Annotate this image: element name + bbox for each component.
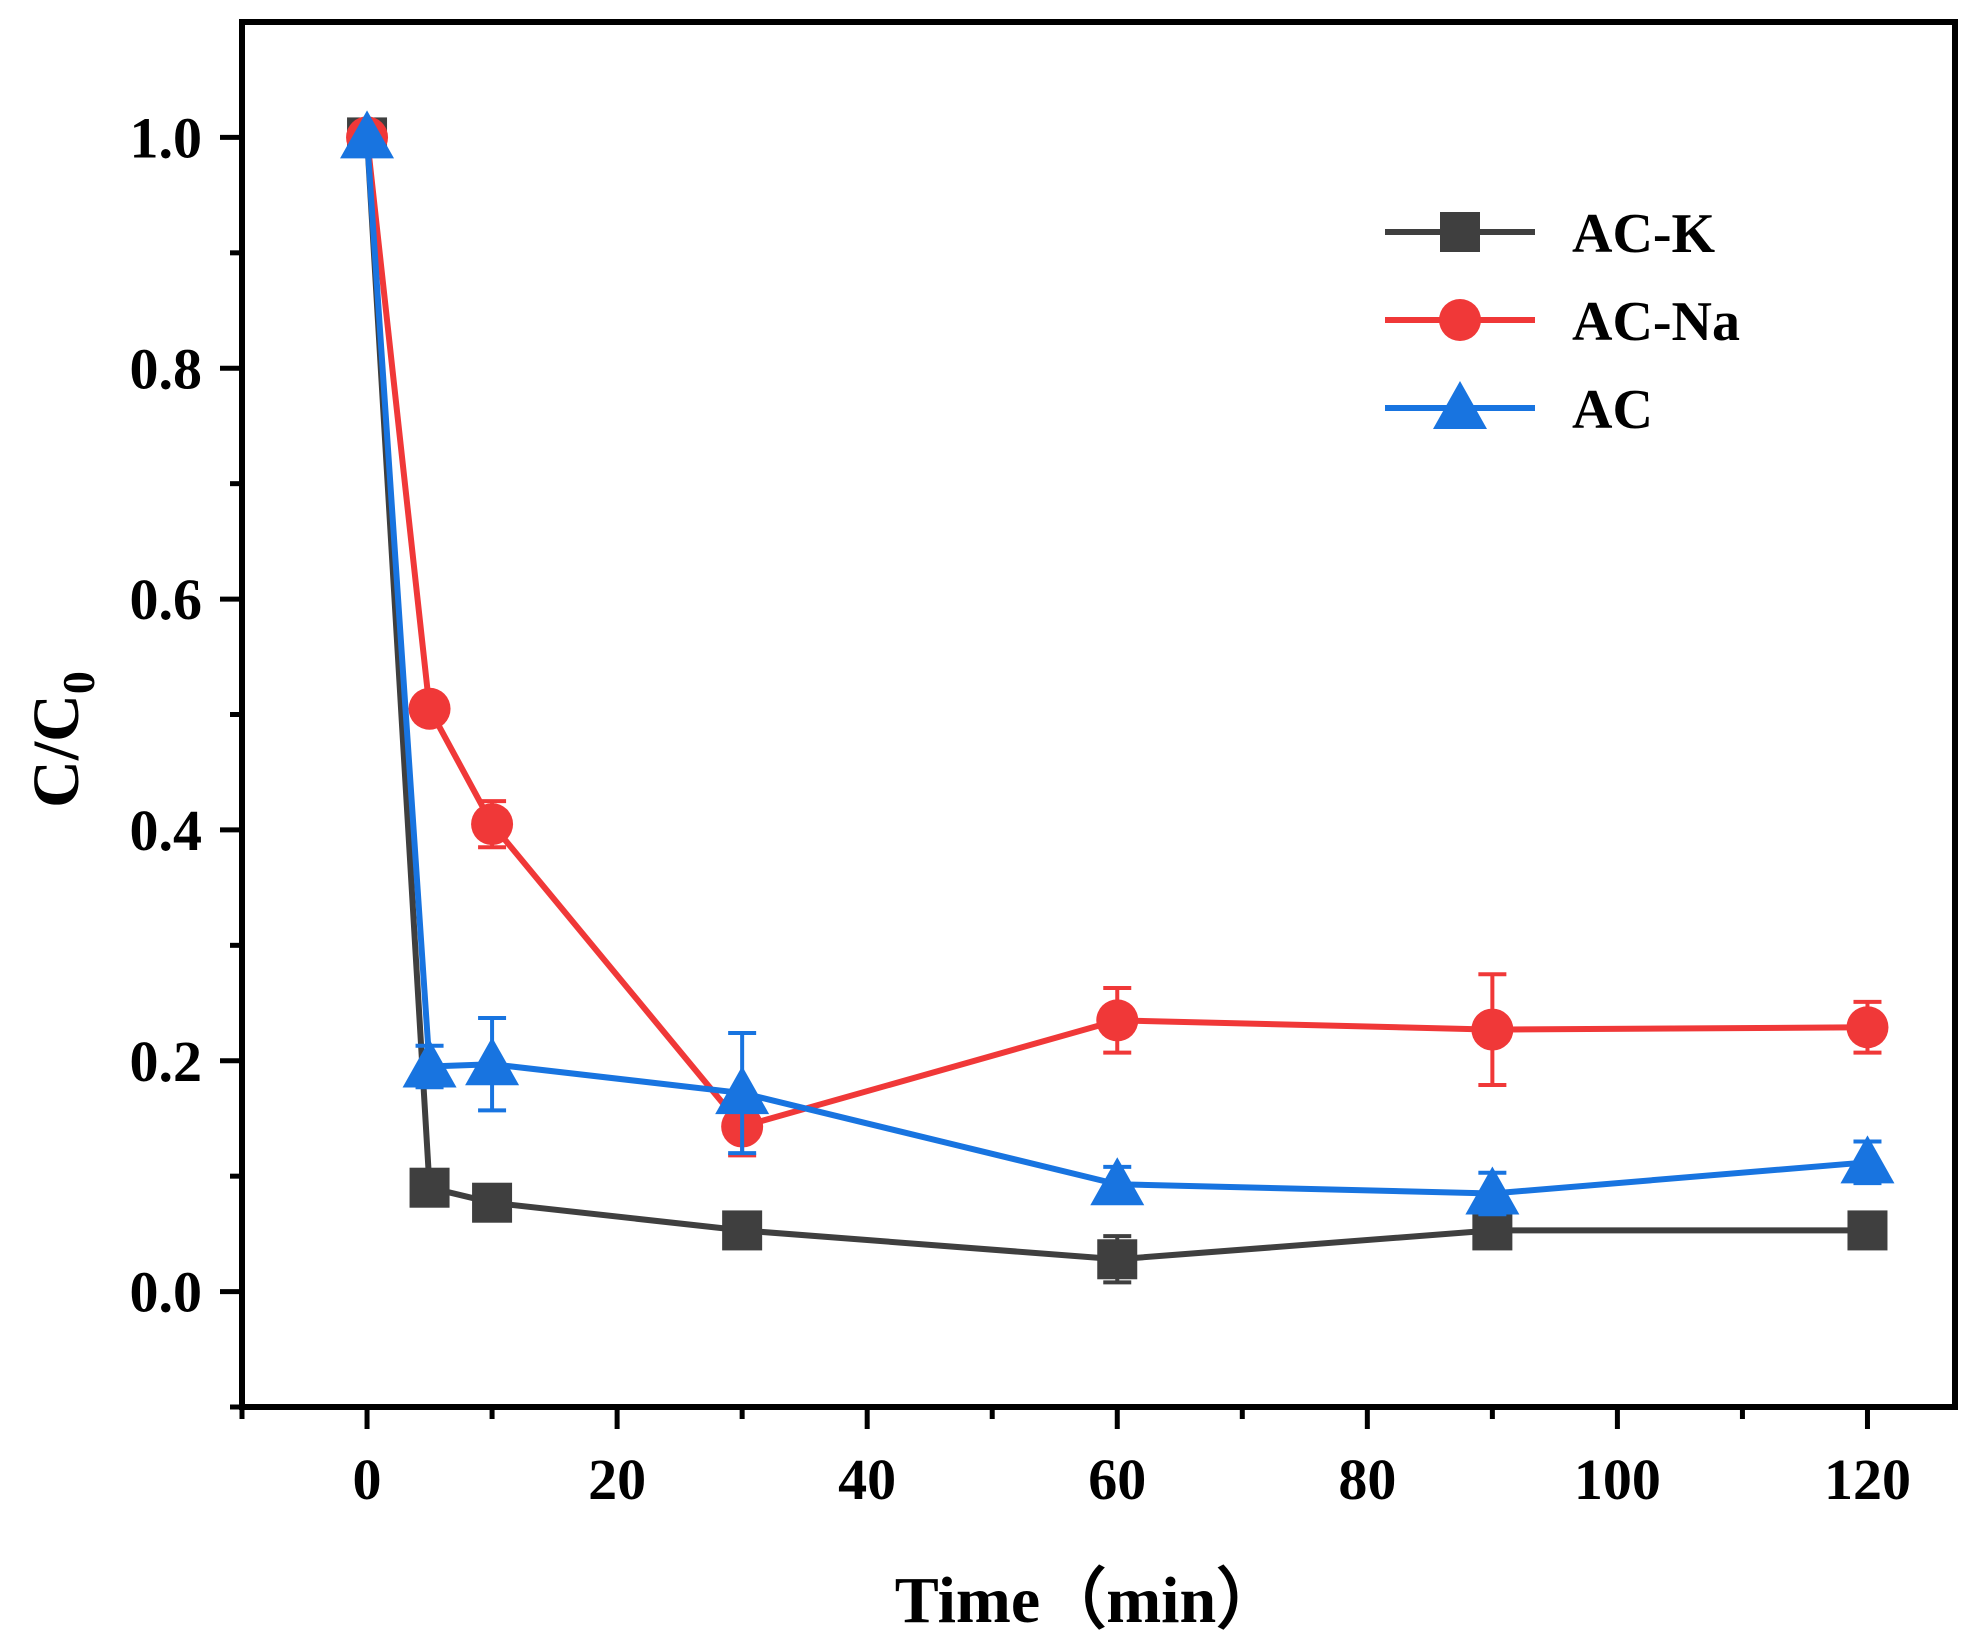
- legend: AC-K AC-Na AC: [1385, 203, 1740, 441]
- y-tick-label: 0.2: [130, 1029, 203, 1094]
- legend-item-ac-na: AC-Na: [1385, 291, 1740, 353]
- axis-titles: Time（min） C/C0: [20, 671, 1282, 1637]
- x-tick-label: 120: [1824, 1447, 1911, 1512]
- plot-frame: [239, 19, 1958, 1410]
- x-tick-label: 100: [1574, 1447, 1661, 1512]
- data-point-ac-k: [1847, 1210, 1888, 1251]
- data-point-ac-na: [408, 687, 451, 730]
- axes: 0 20 40 60 80 100 120 0.0 0.2 0.4 0.6 0.8 1.0: [130, 105, 1911, 1512]
- x-tick-label: 80: [1338, 1447, 1396, 1512]
- data-point-ac: [402, 1039, 457, 1088]
- y-axis-title-subscript: 0: [53, 671, 104, 694]
- plot-frame-layer: [239, 19, 1958, 1410]
- y-axis-title: C/C0: [20, 671, 104, 808]
- y-tick-label: 1.0: [130, 105, 203, 170]
- data-point-ac: [1090, 1157, 1145, 1206]
- x-tick-label: 20: [588, 1447, 646, 1512]
- data-point-ac-k: [472, 1182, 513, 1223]
- y-tick-label: 0.6: [130, 567, 203, 632]
- legend-marker-ac-k: [1440, 212, 1480, 252]
- data-point-ac: [715, 1066, 770, 1115]
- y-tick-label: 0.4: [130, 798, 203, 863]
- y-tick-label: 0.0: [130, 1260, 203, 1325]
- data-point-ac-na: [471, 803, 514, 846]
- y-axis-title-main: C/C: [20, 694, 93, 808]
- data-point-ac: [1465, 1166, 1520, 1215]
- data-point-ac: [465, 1037, 520, 1086]
- data-point-ac: [1840, 1135, 1895, 1184]
- data-point-ac-k: [1472, 1210, 1513, 1251]
- plot-series: [340, 110, 1895, 1285]
- series-ac: [340, 110, 1895, 1217]
- legend-marker-ac: [1433, 381, 1487, 429]
- y-tick-label: 0.8: [130, 336, 203, 401]
- legend-label-ac-na: AC-Na: [1572, 291, 1740, 353]
- x-axis-title: Time（min）: [895, 1563, 1282, 1637]
- x-tick-label: 60: [1088, 1447, 1146, 1512]
- data-point-ac-k: [722, 1210, 763, 1251]
- x-tick-label: 0: [353, 1447, 382, 1512]
- data-point-ac-na: [1096, 999, 1139, 1042]
- legend-item-ac: AC: [1385, 379, 1653, 441]
- data-point-ac-k: [1097, 1239, 1138, 1280]
- legend-marker-ac-na: [1439, 299, 1481, 341]
- legend-label-ac-k: AC-K: [1572, 203, 1716, 265]
- data-point-ac-na: [1846, 1006, 1889, 1049]
- data-point-ac-na: [1471, 1008, 1514, 1051]
- data-point-ac-k: [409, 1167, 450, 1208]
- data-point-ac: [340, 110, 395, 159]
- x-tick-label: 40: [838, 1447, 896, 1512]
- legend-label-ac: AC: [1572, 379, 1653, 441]
- legend-item-ac-k: AC-K: [1385, 203, 1716, 265]
